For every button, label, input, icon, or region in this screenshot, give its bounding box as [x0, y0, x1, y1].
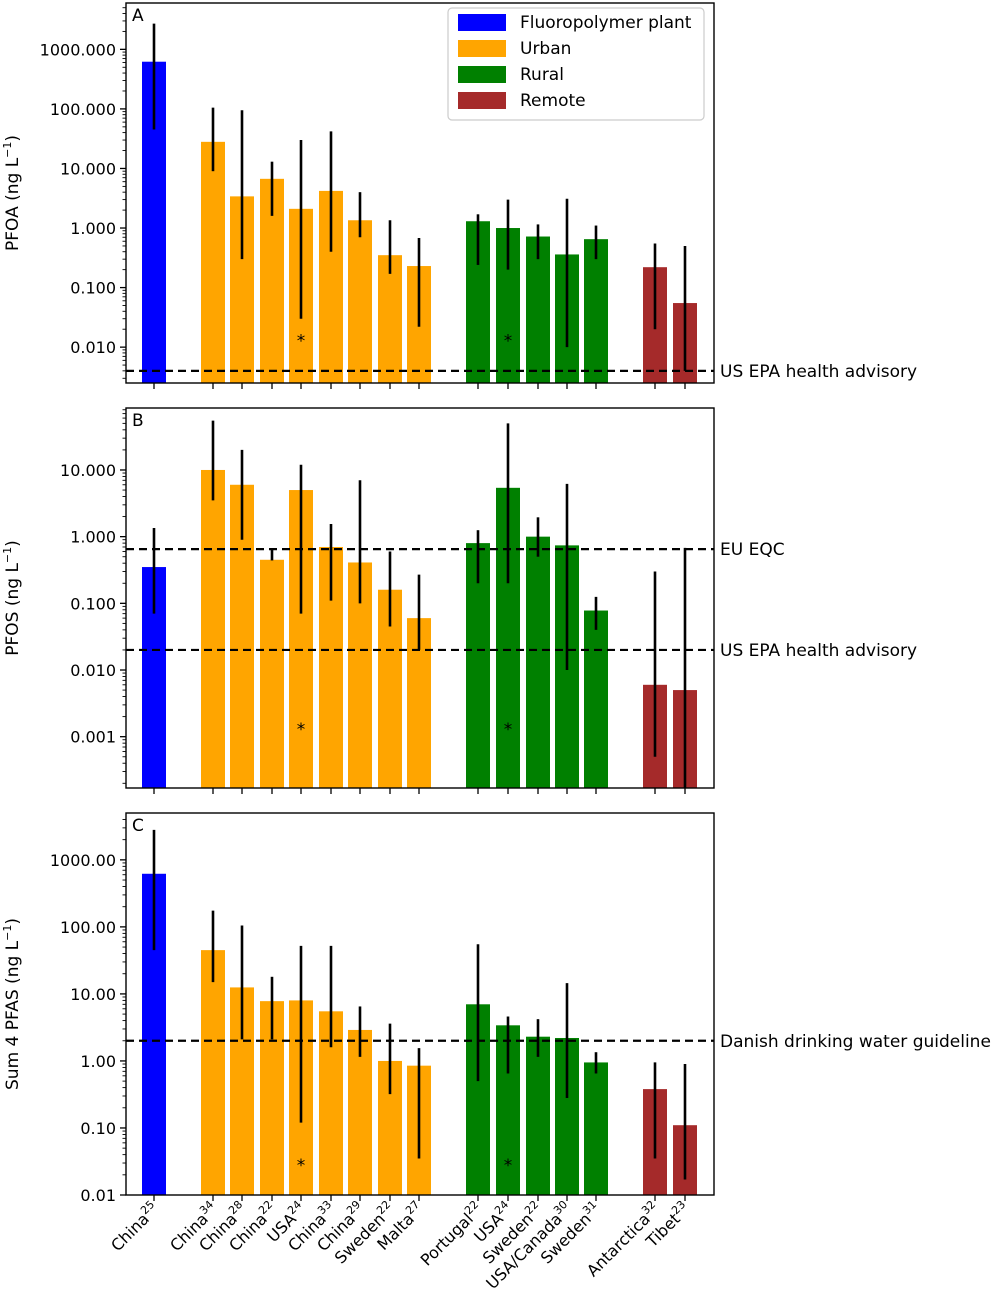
y-axis-label: PFOA (ng L−1) [1, 135, 23, 251]
legend-label: Urban [520, 39, 571, 59]
legend-swatch [458, 92, 506, 109]
axes-frame [125, 2, 715, 384]
panel-letter: B [132, 411, 144, 431]
panel-c-sum4pfas: * *Danish drinking water guideline0.010.1… [1, 812, 991, 1205]
y-tick-label: 1000.000 [40, 40, 116, 59]
asterisk-marker: * [297, 331, 306, 351]
y-tick-label: 1.000 [70, 528, 116, 547]
bar [201, 141, 225, 383]
legend-swatch [458, 66, 506, 83]
y-tick-label: 1000.00 [50, 851, 116, 870]
legend-label: Remote [520, 91, 586, 111]
y-tick-label: 0.001 [70, 728, 116, 747]
y-tick-label: 10.00 [70, 985, 116, 1004]
legend-box [447, 7, 705, 121]
asterisk-marker: * [504, 1156, 513, 1176]
reference-line-label: US EPA health advisory [720, 641, 917, 661]
y-tick-label: 0.100 [70, 594, 116, 613]
y-tick-label: 0.010 [70, 661, 116, 680]
y-tick-label: 0.010 [70, 338, 116, 357]
x-axis-tick-labels: China25China34China28China22USA24China33… [106, 1198, 688, 1293]
y-axis-label: PFOS (ng L−1) [1, 540, 23, 656]
bar [201, 469, 225, 788]
bar [260, 559, 284, 788]
reference-line-label: US EPA health advisory [720, 362, 917, 382]
y-tick-label: 0.01 [80, 1186, 116, 1205]
panel-letter: A [132, 6, 144, 26]
bar [378, 255, 402, 383]
bar [466, 543, 490, 788]
reference-line-label: Danish drinking water guideline [720, 1032, 991, 1052]
panel-letter: C [132, 816, 144, 836]
y-tick-label: 0.10 [80, 1119, 116, 1138]
asterisk-marker: * [297, 1156, 306, 1176]
y-tick-label: 1.000 [70, 219, 116, 238]
legend: Fluoropolymer plant Urban Rural Remote [447, 7, 705, 121]
plot-area: * * [126, 829, 714, 1195]
plot-area: * * [126, 420, 714, 788]
bar [526, 536, 550, 788]
bar [348, 220, 372, 383]
y-tick-label: 1.00 [80, 1052, 116, 1071]
legend-label: Rural [520, 65, 564, 85]
bar [201, 950, 225, 1195]
y-tick-label: 100.000 [50, 100, 116, 119]
bar [584, 239, 608, 383]
asterisk-marker: * [504, 720, 513, 740]
bar [348, 1029, 372, 1195]
legend-swatch [458, 40, 506, 57]
panel-a-pfoa: * *US EPA health advisory0.0100.1001.0001… [1, 2, 917, 389]
y-tick-label: 0.100 [70, 279, 116, 298]
y-tick-label: 10.000 [60, 159, 116, 178]
bar [526, 236, 550, 383]
legend-label: Fluoropolymer plant [520, 13, 692, 33]
axes-frame [125, 407, 715, 789]
asterisk-marker: * [504, 331, 513, 351]
y-tick-label: 100.00 [60, 918, 116, 937]
bar [584, 610, 608, 788]
bar [584, 1062, 608, 1195]
y-tick-label: 10.000 [60, 461, 116, 480]
asterisk-marker: * [297, 720, 306, 740]
y-axis-label: Sum 4 PFAS (ng L−1) [1, 918, 23, 1090]
legend-swatch [458, 14, 506, 31]
plot-area: * * [126, 23, 714, 383]
bar [526, 1036, 550, 1195]
reference-line-label: EU EQC [720, 540, 785, 560]
x-tick-label: China25 [106, 1198, 163, 1255]
